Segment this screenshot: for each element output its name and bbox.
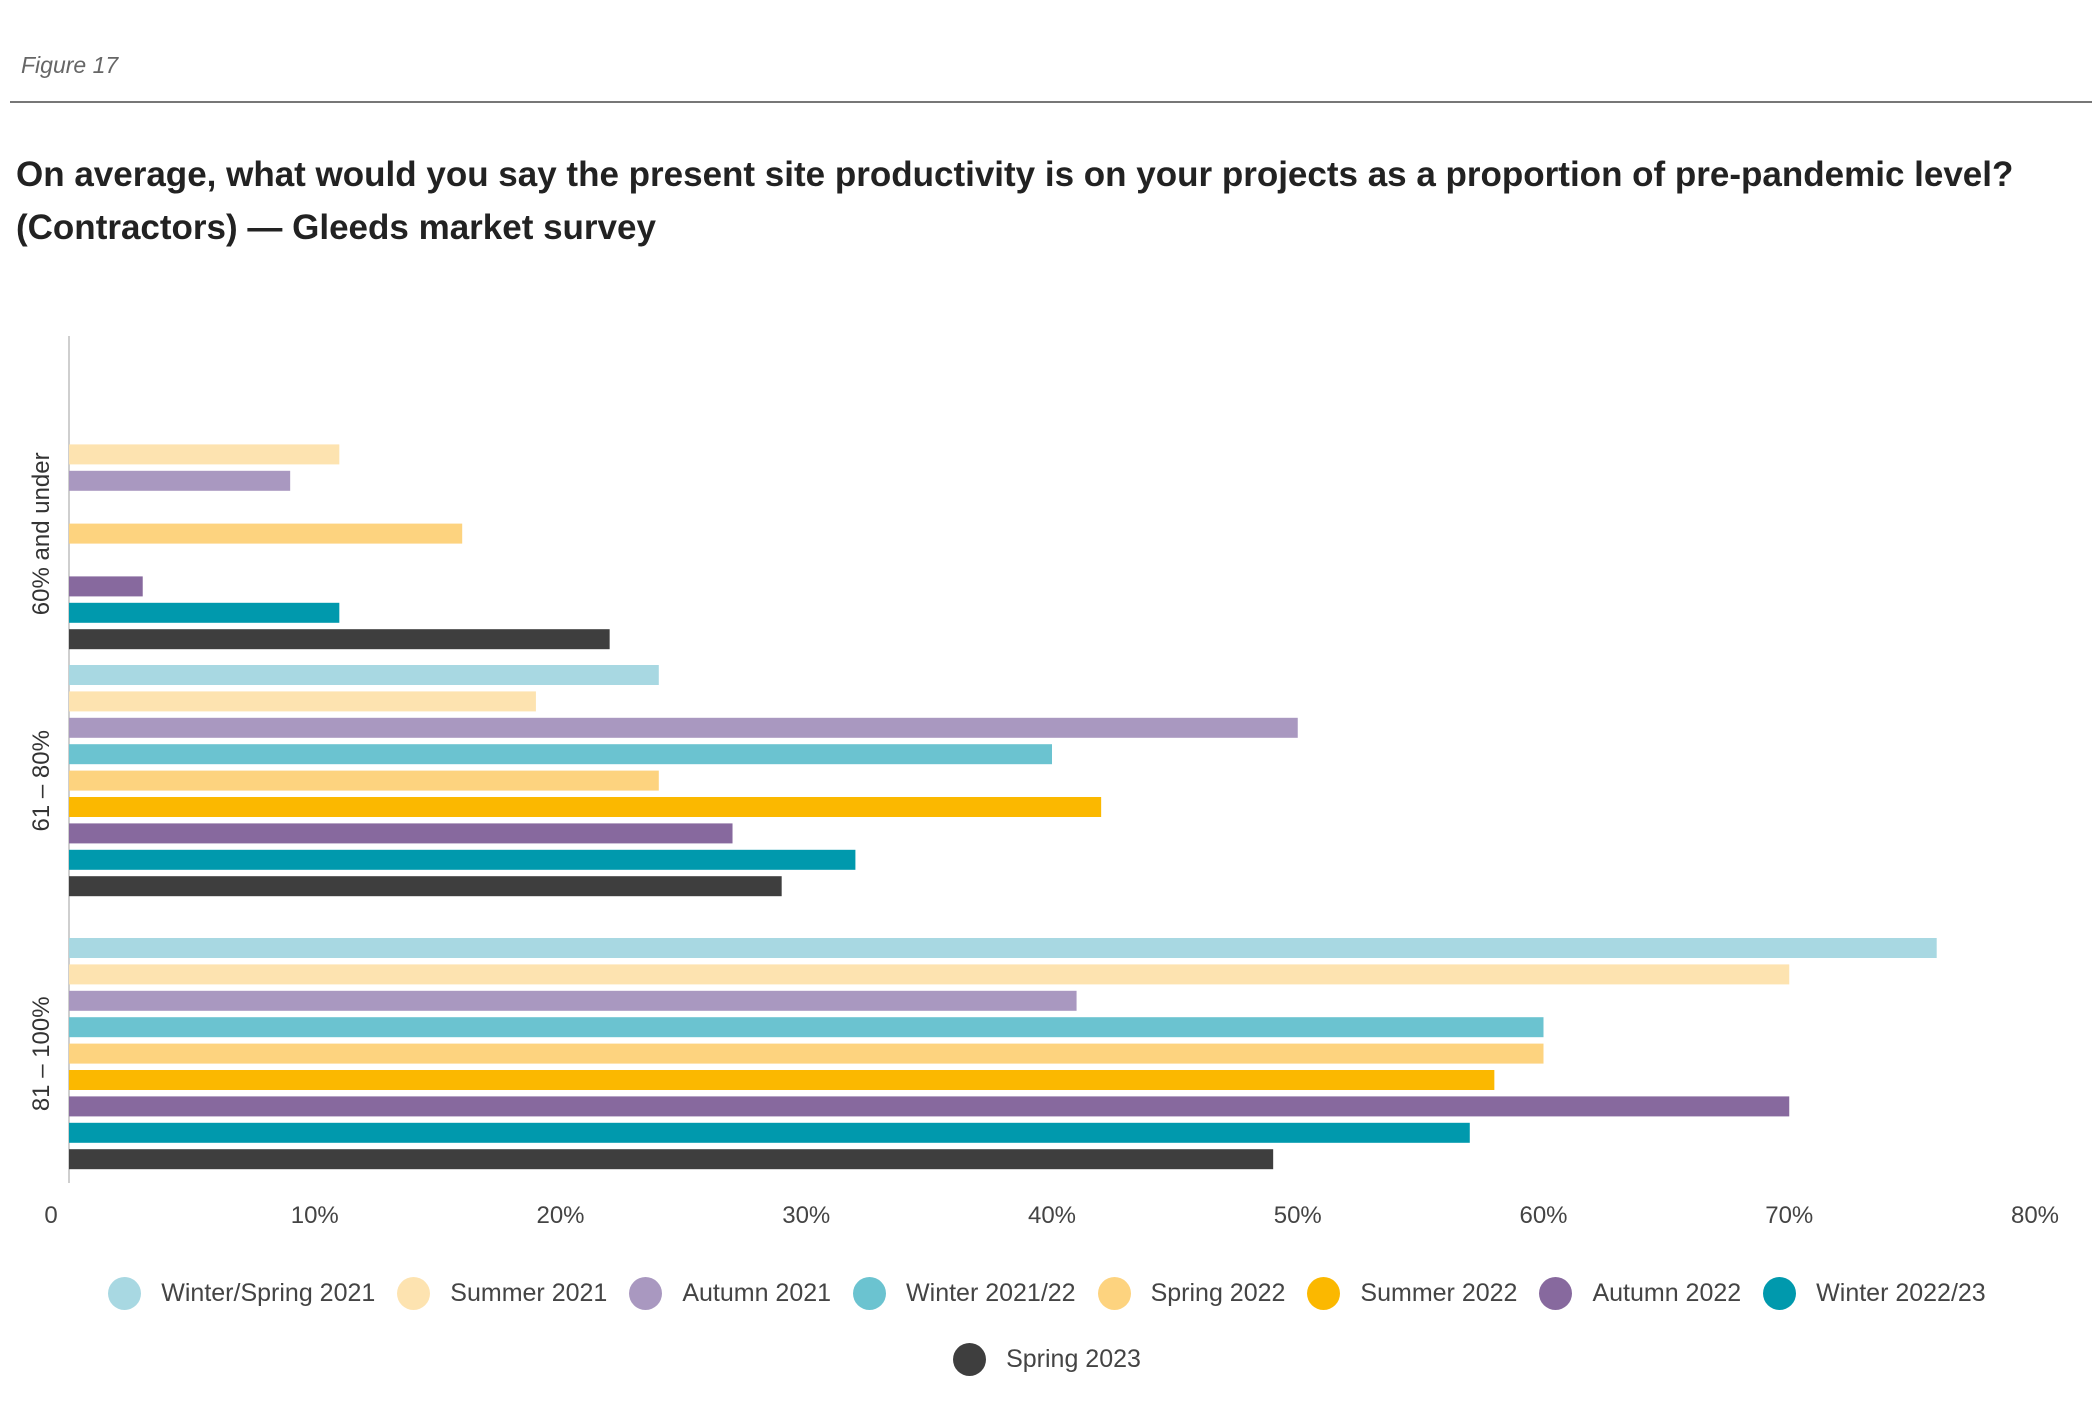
legend-swatch [1763,1277,1797,1310]
legend-item: Summer 2022 [1307,1277,1517,1310]
x-tick-label: 40% [1028,1202,1076,1229]
x-tick-label: 80% [2011,1202,2059,1229]
bar-0-2 [69,938,1937,958]
bar-6-0 [69,576,143,597]
bar-2-1 [69,717,1298,738]
legend-label: Winter 2021/22 [906,1279,1076,1307]
legend-swatch [853,1277,887,1310]
legend-swatch [953,1343,987,1376]
x-tick-label: 70% [1765,1202,1813,1229]
legend-item: Spring 2022 [1097,1277,1286,1310]
bar-3-1 [69,744,1052,765]
legend-item: Winter 2021/22 [853,1277,1076,1310]
bar-8-2 [69,1149,1274,1170]
legend-label: Spring 2022 [1150,1279,1286,1307]
x-tick-label: 0 [44,1202,57,1229]
legend-row-1: Winter/Spring 2021 Summer 2021 Autumn 2021… [0,1277,2094,1310]
chart-title-line-1: On average, what would you say the prese… [16,155,2014,194]
legend-item: Summer 2021 [397,1277,607,1310]
bar-5-1 [69,797,1102,817]
bar-5-2 [69,1070,1495,1090]
bar-2-2 [69,990,1077,1011]
legend-label: Autumn 2022 [1592,1279,1742,1307]
legend-row-2: Spring 2023 [0,1343,2094,1376]
legend-label: Winter 2022/23 [1816,1279,1986,1307]
chart-title: On average, what would you say the prese… [16,148,2056,254]
bar-0-1 [69,665,659,685]
legend-item: Winter/Spring 2021 [108,1277,375,1310]
bar-7-1 [69,849,856,870]
legend-item: Autumn 2021 [629,1277,831,1310]
category-label: 60% and under [28,452,55,615]
bar-6-1 [69,823,733,844]
bar-7-0 [69,602,340,623]
bar-4-1 [69,770,659,791]
legend-swatch [397,1277,431,1310]
legend-swatch [629,1277,663,1310]
category-label: 61 – 80% [28,730,55,831]
legend-label: Autumn 2021 [682,1279,832,1307]
bar-4-2 [69,1043,1544,1064]
legend-item: Spring 2023 [953,1343,1141,1376]
legend-swatch [108,1277,142,1310]
bar-chart: 60% and under 61 – 80% 81 – 100% 0 10% 20% 30%… [28,336,2059,1229]
legend-item: Winter 2022/23 [1763,1277,1986,1310]
x-tick-label: 50% [1274,1202,1322,1229]
bar-3-2 [69,1017,1544,1038]
x-tick-label: 30% [782,1202,830,1229]
bar-4-0 [69,523,463,544]
bar-1-0 [69,444,340,465]
chart-title-line-2: (Contractors) — Gleeds market survey [16,208,656,247]
bar-2-0 [69,470,291,491]
legend-swatch [1307,1277,1341,1310]
legend-label: Summer 2021 [450,1279,608,1307]
bar-6-2 [69,1096,1790,1117]
bar-1-2 [69,964,1790,985]
legend-label: Summer 2022 [1360,1279,1518,1307]
x-tick-label: 20% [536,1202,584,1229]
legend-swatch [1097,1277,1131,1310]
bar-1-1 [69,691,536,712]
bar-8-0 [69,629,610,650]
figure-label: Figure 17 [21,52,119,78]
legend-label: Spring 2023 [1006,1345,1141,1373]
header-divider [10,101,2092,103]
legend-item: Autumn 2022 [1539,1277,1741,1310]
x-tick-label: 60% [1519,1202,1567,1229]
x-tick-label: 10% [291,1202,339,1229]
legend-label: Winter/Spring 2021 [161,1279,376,1307]
bar-7-2 [69,1122,1470,1143]
category-label: 81 – 100% [28,996,55,1111]
legend-swatch [1539,1277,1573,1310]
bar-8-1 [69,876,782,897]
